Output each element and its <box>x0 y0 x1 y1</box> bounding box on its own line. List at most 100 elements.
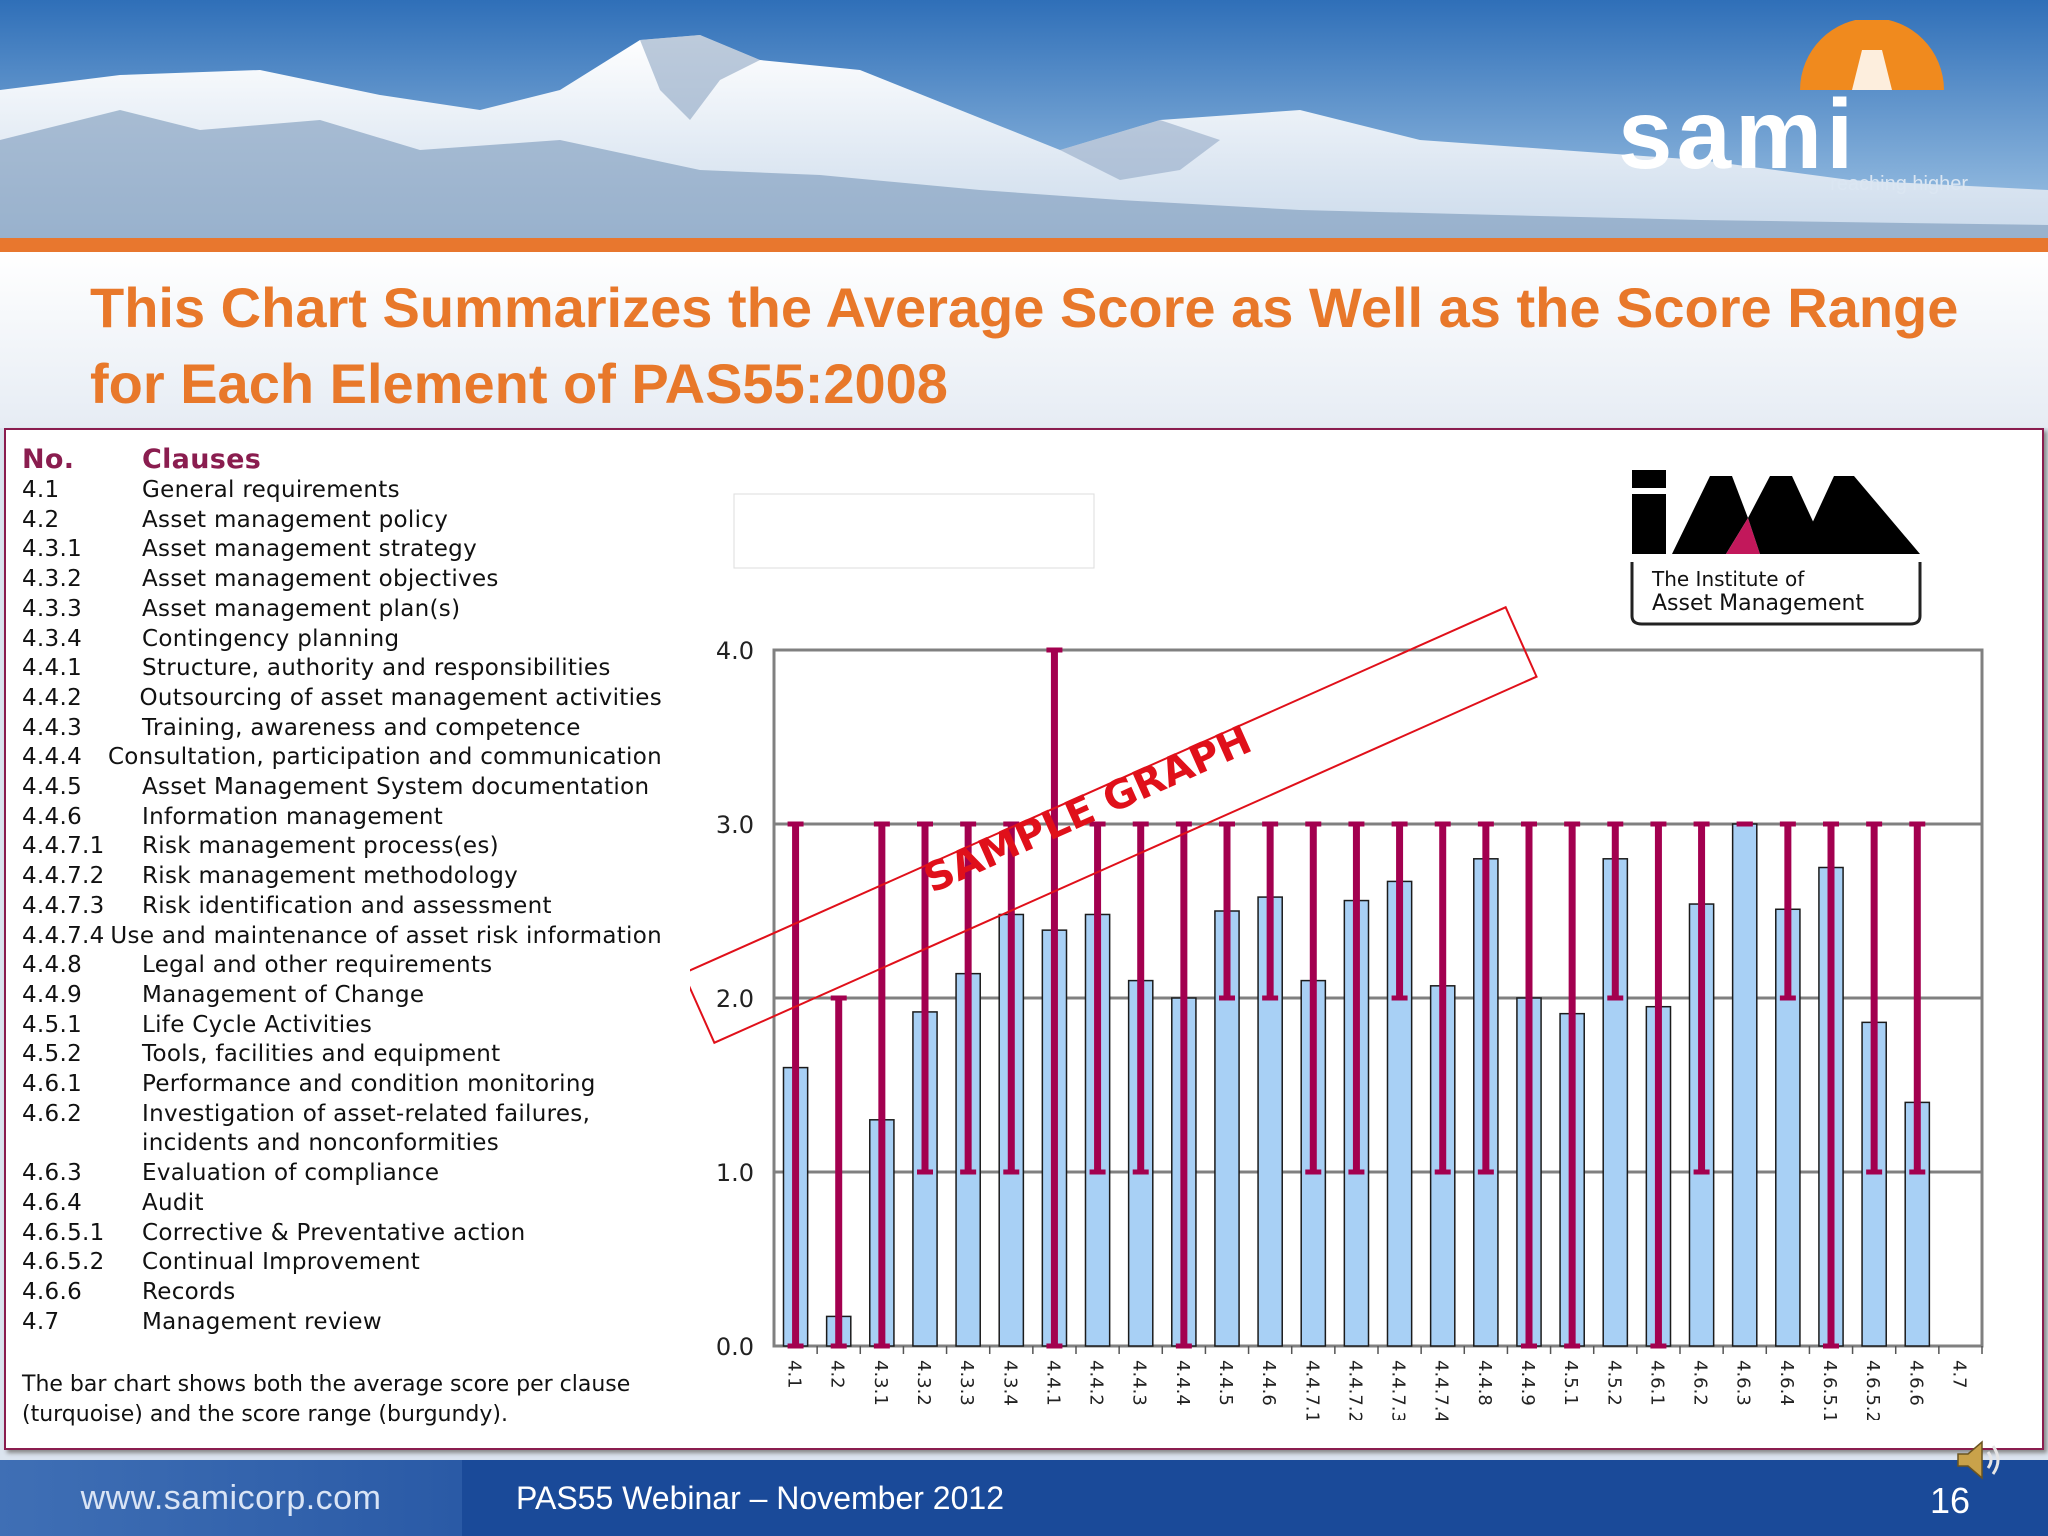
x-tick-label: 4.4.7.3 <box>1388 1360 1409 1420</box>
x-tick-label: 4.3.4 <box>999 1360 1020 1406</box>
clause-table-header: No. Clauses <box>22 444 662 476</box>
range-bar <box>1007 824 1015 1172</box>
range-bar <box>964 824 972 1172</box>
clause-text: Consultation, participation and communic… <box>107 744 662 771</box>
clause-row: 4.4.6 Information management <box>22 803 662 833</box>
clause-row: incidents and nonconformities <box>22 1129 662 1159</box>
clause-row: 4.4.5 Asset Management System documentati… <box>22 773 662 803</box>
x-tick-label: 4.4.7.1 <box>1301 1360 1322 1420</box>
range-bar <box>1352 824 1360 1172</box>
clause-text: Asset management plan(s) <box>142 595 461 622</box>
range-bar <box>1913 824 1921 1172</box>
x-tick-label: 4.4.3 <box>1129 1360 1150 1406</box>
banner-rule <box>0 238 2048 252</box>
clause-text: Tools, facilities and equipment <box>142 1041 501 1068</box>
x-tick-label: 4.4.7.4 <box>1431 1360 1452 1420</box>
clause-text: Information management <box>142 803 444 830</box>
clause-text: Structure, authority and responsibilitie… <box>142 655 611 682</box>
clause-number: 4.4.7.1 <box>22 833 105 860</box>
x-tick-label: 4.4.5 <box>1215 1360 1236 1406</box>
range-bar <box>835 998 843 1346</box>
clause-row: 4.6.1 Performance and condition monitorin… <box>22 1070 662 1100</box>
speaker-icon[interactable] <box>1950 1430 2010 1490</box>
clause-number: 4.1 <box>22 477 60 503</box>
y-tick-label: 4.0 <box>716 637 754 665</box>
clause-number: 4.3.4 <box>22 625 83 652</box>
clause-text: Risk management methodology <box>142 863 519 890</box>
clause-number: 4.3.1 <box>22 536 83 563</box>
x-tick-label: 4.3.3 <box>956 1360 977 1406</box>
clause-number <box>22 1129 142 1159</box>
range-bar <box>1180 824 1188 1346</box>
x-tick-label: 4.5.1 <box>1560 1360 1581 1406</box>
x-tick-label: 4.7 <box>1948 1360 1969 1389</box>
clause-number: 4.4.9 <box>22 981 83 1008</box>
clause-rows: 4.1 General requirements 4.2 Asset manageme… <box>22 476 662 1337</box>
clause-row: 4.3.3 Asset management plan(s) <box>22 595 662 625</box>
footer-text: PAS55 Webinar – November 2012 <box>516 1480 1004 1516</box>
clause-number: 4.3.2 <box>22 566 83 593</box>
range-bar <box>1050 650 1058 1346</box>
clause-row: 4.4.7.1 Risk management process(es) <box>22 832 662 862</box>
clause-number: 4.4.7.2 <box>22 863 105 890</box>
range-layer <box>787 647 1926 1349</box>
footer-url[interactable]: www.samicorp.com <box>0 1460 462 1536</box>
slide-title: This Chart Summarizes the Average Score … <box>90 276 1959 415</box>
clause-text: Management of Change <box>142 981 425 1008</box>
range-bar <box>921 824 929 1172</box>
clause-number: 4.4.7.3 <box>22 892 105 919</box>
clause-text: Performance and condition monitoring <box>142 1071 596 1098</box>
title-area <box>0 252 2048 428</box>
clause-row: 4.6.6 Records <box>22 1278 662 1308</box>
sami-logo: sami reaching higher <box>1618 20 1968 195</box>
x-tick-label: 4.4.6 <box>1258 1360 1279 1406</box>
x-tick-label: 4.4.7.2 <box>1344 1360 1365 1420</box>
x-tick-label: 4.3.2 <box>913 1360 934 1406</box>
clause-row: 4.1 General requirements <box>22 476 662 506</box>
clause-number: 4.4.4 <box>22 744 83 771</box>
clause-number: 4.6.5.2 <box>22 1249 105 1276</box>
clause-number: 4.2 <box>22 506 60 533</box>
label-layer: 4.1 4.2 4.3.1 4.3.2 4.3.3 4.3.4 4.4.1 4.4.2 4.4.… <box>784 1360 1970 1420</box>
iam-logo: The Institute of Asset Management <box>1630 470 1922 626</box>
range-bar <box>1094 824 1102 1172</box>
clause-text: Legal and other requirements <box>142 952 493 979</box>
clause-text: Outsourcing of asset management activiti… <box>139 684 662 711</box>
y-tick-label: 1.0 <box>716 1159 754 1187</box>
x-tick-label: 4.5.2 <box>1603 1360 1624 1406</box>
clause-text: Asset management strategy <box>142 536 477 563</box>
x-tick-label: 4.6.6 <box>1905 1360 1926 1406</box>
clause-row: 4.6.4 Audit <box>22 1189 662 1219</box>
clause-row: 4.6.5.1 Corrective & Preventative action <box>22 1219 662 1249</box>
range-bar <box>1827 824 1835 1346</box>
clause-text: Corrective & Preventative action <box>142 1219 526 1246</box>
range-bar <box>1611 824 1619 998</box>
clause-row: 4.4.7.3 Risk identification and assessmen… <box>22 892 662 922</box>
clause-number: 4.4.3 <box>22 714 83 741</box>
clause-row: 4.3.2 Asset management objectives <box>22 565 662 595</box>
clause-text: Training, awareness and competence <box>142 714 581 741</box>
clause-row: 4.4.9 Management of Change <box>22 981 662 1011</box>
y-tick-label: 0.0 <box>716 1333 754 1361</box>
clause-table: No. Clauses 4.1 General requirements 4.2 As… <box>22 444 662 1337</box>
sami-logo-text: sami <box>1618 79 1857 189</box>
clause-text: incidents and nonconformities <box>142 1130 500 1157</box>
clause-text: Management review <box>142 1308 382 1335</box>
clause-text: Asset Management System documentation <box>142 774 650 801</box>
iam-line2: Asset Management <box>1652 591 1864 616</box>
axis-layer: 0.0 1.0 2.0 3.0 4.0 <box>716 637 1983 1361</box>
clause-text: General requirements <box>142 477 400 503</box>
range-bar <box>1654 824 1662 1346</box>
clause-text: Risk management process(es) <box>142 833 499 860</box>
mountain-banner <box>0 0 2048 250</box>
clause-text: Continual Improvement <box>142 1249 421 1276</box>
clause-text: Records <box>142 1278 236 1305</box>
clause-row: 4.6.3 Evaluation of compliance <box>22 1159 662 1189</box>
x-tick-label: 4.3.1 <box>870 1360 891 1406</box>
clause-text: Risk identification and assessment <box>142 892 552 919</box>
x-tick-label: 4.2 <box>827 1360 848 1389</box>
clause-number: 4.4.5 <box>22 774 83 801</box>
x-tick-label: 4.4.9 <box>1517 1360 1538 1406</box>
range-bar <box>1870 824 1878 1172</box>
x-tick-label: 4.6.5.1 <box>1819 1360 1840 1420</box>
